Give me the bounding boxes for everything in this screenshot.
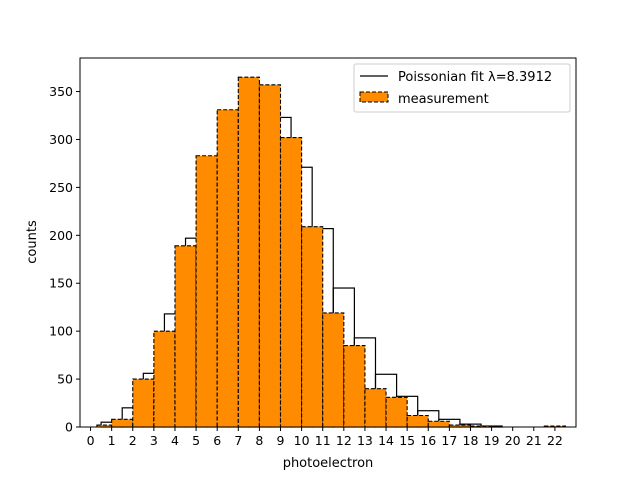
x-tick-label-8: 8 <box>255 433 263 448</box>
y-tick-label-150: 150 <box>49 276 73 291</box>
x-tick-label-18: 18 <box>463 433 479 448</box>
measurement-bar-16 <box>427 420 450 428</box>
measurement-bar-12 <box>343 344 366 428</box>
x-tick-label-6: 6 <box>213 433 221 448</box>
measurement-bar-13 <box>364 388 387 428</box>
x-tick-label-3: 3 <box>150 433 158 448</box>
legend: Poissonian fit λ=8.3912 measurement <box>353 63 571 113</box>
x-axis-label: photoelectron <box>283 456 374 471</box>
measurement-bar-9 <box>279 137 303 428</box>
y-ticks-group: 0 50 100 150 200 250 300 350 <box>49 84 80 435</box>
x-tick-label-17: 17 <box>441 433 457 448</box>
measurement-bar-14 <box>385 396 408 428</box>
x-tick-label-15: 15 <box>399 433 415 448</box>
x-tick-label-16: 16 <box>420 433 436 448</box>
y-tick-label-0: 0 <box>65 420 73 435</box>
x-tick-label-2: 2 <box>129 433 137 448</box>
x-tick-label-12: 12 <box>336 433 352 448</box>
y-tick-label-50: 50 <box>57 372 73 387</box>
legend-fit-label: Poissonian fit λ=8.3912 <box>398 70 552 85</box>
measurement-bar-3 <box>153 330 176 428</box>
x-tick-label-19: 19 <box>484 433 500 448</box>
measurement-bar-5 <box>195 155 218 428</box>
legend-measurement-swatch <box>359 91 389 103</box>
measurement-bar-11 <box>322 312 345 428</box>
x-tick-label-4: 4 <box>171 433 179 448</box>
x-ticks-group: 0 1 2 3 4 5 6 7 8 9 10 11 12 13 14 15 16 17 18 19 20 21 22 <box>87 427 563 448</box>
x-tick-label-13: 13 <box>357 433 373 448</box>
measurement-bar-6 <box>216 109 239 428</box>
y-tick-label-100: 100 <box>49 324 73 339</box>
x-tick-label-5: 5 <box>192 433 200 448</box>
legend-measurement-label: measurement <box>398 92 489 107</box>
x-tick-label-21: 21 <box>526 433 542 448</box>
x-tick-label-20: 20 <box>505 433 521 448</box>
x-tick-label-10: 10 <box>294 433 310 448</box>
measurement-bar-1 <box>111 418 134 428</box>
plot-frame <box>79 57 577 428</box>
measurement-bar-8 <box>258 84 282 428</box>
x-tick-label-11: 11 <box>315 433 331 448</box>
x-tick-label-14: 14 <box>378 433 394 448</box>
measurement-bar-10 <box>301 226 324 428</box>
y-tick-label-300: 300 <box>49 132 73 147</box>
measurement-bar-4 <box>174 245 197 428</box>
y-axis-label: counts <box>25 220 40 264</box>
x-tick-label-1: 1 <box>108 433 116 448</box>
x-tick-label-0: 0 <box>87 433 95 448</box>
axes-group <box>79 57 577 428</box>
x-tick-label-22: 22 <box>547 433 563 448</box>
y-tick-label-350: 350 <box>49 84 73 99</box>
x-tick-label-9: 9 <box>277 433 285 448</box>
measurement-bars-group <box>96 76 566 428</box>
measurement-bar-15 <box>406 414 429 428</box>
measurement-bar-2 <box>132 378 155 428</box>
y-tick-label-200: 200 <box>49 228 73 243</box>
measurement-bar-7 <box>237 76 260 428</box>
legend-box <box>353 63 571 113</box>
y-tick-label-250: 250 <box>49 180 73 195</box>
x-tick-label-7: 7 <box>234 433 242 448</box>
